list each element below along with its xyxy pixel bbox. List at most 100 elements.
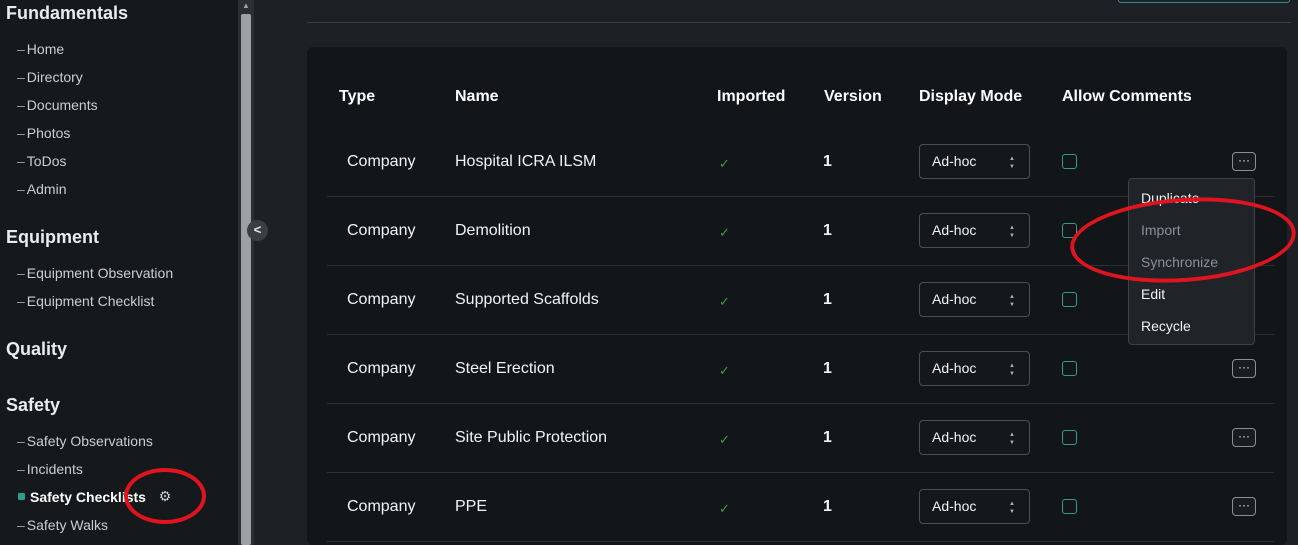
active-indicator: [18, 493, 25, 500]
row-actions-menu: Duplicate Import Synchronize Edit Recycl…: [1128, 178, 1255, 345]
chevron-up-down-icon: ▲ ▼: [1009, 501, 1015, 515]
chevron-up-down-icon: ▲ ▼: [1009, 432, 1015, 446]
more-actions-button[interactable]: ···: [1232, 428, 1256, 447]
display-mode-select[interactable]: Ad-hoc ▲ ▼: [919, 489, 1030, 524]
row-divider: [327, 403, 1274, 404]
allow-comments-checkbox[interactable]: [1062, 292, 1077, 307]
allow-comments-checkbox[interactable]: [1062, 223, 1077, 238]
section-title-quality[interactable]: Quality: [6, 339, 68, 359]
imported-check-icon: ✓: [719, 501, 730, 516]
row-type: Company: [347, 429, 416, 446]
sidebar-item-safety-observations[interactable]: – Safety Observations: [17, 433, 153, 449]
sidebar-item-label: Safety Walks: [26, 517, 108, 533]
top-action-button[interactable]: [1118, 0, 1290, 3]
sidebar: Fundamentals – Home – Directory – Documents…: [0, 0, 238, 545]
row-version: 1: [823, 153, 832, 170]
sidebar-item-label: ToDos: [26, 153, 67, 169]
row-version: 1: [823, 360, 832, 377]
section-title-fundamentals: Fundamentals: [6, 3, 129, 23]
sidebar-item-safety-checklists[interactable]: Safety Checklists: [30, 489, 146, 505]
more-actions-button[interactable]: ···: [1232, 497, 1256, 516]
display-mode-value: Ad-hoc: [932, 291, 977, 307]
chevron-up-down-icon: ▲ ▼: [1009, 294, 1015, 308]
imported-check-icon: ✓: [719, 363, 730, 378]
display-mode-select[interactable]: Ad-hoc ▲ ▼: [919, 144, 1030, 179]
column-header-allow-comments: Allow Comments: [1062, 88, 1192, 105]
menu-item-edit[interactable]: Edit: [1141, 286, 1166, 302]
column-header-imported: Imported: [717, 88, 786, 105]
column-header-type: Type: [339, 88, 376, 105]
display-mode-value: Ad-hoc: [932, 153, 977, 169]
row-type: Company: [347, 360, 416, 377]
display-mode-value: Ad-hoc: [932, 429, 977, 445]
sidebar-item-label: Equipment Checklist: [26, 293, 155, 309]
sidebar-item-label: Photos: [26, 125, 71, 141]
row-divider: [327, 334, 1274, 335]
row-name[interactable]: Demolition: [455, 222, 531, 239]
row-divider: [327, 265, 1274, 266]
section-title-safety: Safety: [6, 395, 61, 415]
display-mode-select[interactable]: Ad-hoc ▲ ▼: [919, 351, 1030, 386]
sidebar-item-label: Home: [26, 41, 65, 57]
row-name[interactable]: Steel Erection: [455, 360, 555, 377]
row-version: 1: [823, 429, 832, 446]
chevron-up-down-icon: ▲ ▼: [1009, 156, 1015, 170]
gear-icon[interactable]: ⚙: [158, 488, 172, 504]
display-mode-value: Ad-hoc: [932, 222, 977, 238]
scrollbar-thumb[interactable]: [241, 14, 251, 545]
column-header-name: Name: [455, 88, 499, 105]
sidebar-item-label: Admin: [26, 181, 67, 197]
sidebar-item-label: Incidents: [26, 461, 83, 477]
sidebar-item-label: Documents: [26, 97, 98, 113]
sidebar-item-directory[interactable]: – Directory: [17, 69, 83, 85]
menu-item-import: Import: [1141, 222, 1181, 238]
row-name[interactable]: Site Public Protection: [455, 429, 608, 446]
sidebar-item-equipment-observation[interactable]: – Equipment Observation: [17, 265, 174, 281]
row-name[interactable]: PPE: [455, 498, 488, 515]
allow-comments-checkbox[interactable]: [1062, 361, 1077, 376]
row-name[interactable]: Hospital ICRA ILSM: [455, 153, 597, 170]
row-divider: [327, 541, 1274, 542]
sidebar-item-todos[interactable]: – ToDos: [17, 153, 67, 169]
row-divider: [327, 472, 1274, 473]
section-title-equipment: Equipment: [6, 227, 99, 247]
more-actions-button[interactable]: ···: [1232, 152, 1256, 171]
sidebar-item-photos[interactable]: – Photos: [17, 125, 71, 141]
sidebar-item-label: Safety Checklists: [30, 489, 146, 505]
scroll-up-arrow-icon[interactable]: ▲: [242, 1, 250, 10]
display-mode-value: Ad-hoc: [932, 498, 977, 514]
sidebar-item-safety-walks[interactable]: – Safety Walks: [17, 517, 108, 533]
row-type: Company: [347, 222, 416, 239]
collapse-sidebar-button[interactable]: <: [247, 220, 268, 241]
row-type: Company: [347, 153, 416, 170]
row-version: 1: [823, 222, 832, 239]
sidebar-item-admin[interactable]: – Admin: [17, 181, 67, 197]
menu-item-recycle[interactable]: Recycle: [1141, 318, 1191, 334]
menu-item-duplicate[interactable]: Duplicate: [1141, 190, 1200, 206]
sidebar-item-label: Safety Observations: [26, 433, 153, 449]
sidebar-item-label: Directory: [26, 69, 83, 85]
column-header-version: Version: [824, 88, 882, 105]
menu-item-synchronize: Synchronize: [1141, 254, 1219, 270]
sidebar-item-incidents[interactable]: – Incidents: [17, 461, 83, 477]
sidebar-item-label: Equipment Observation: [26, 265, 174, 281]
allow-comments-checkbox[interactable]: [1062, 430, 1077, 445]
display-mode-select[interactable]: Ad-hoc ▲ ▼: [919, 420, 1030, 455]
allow-comments-checkbox[interactable]: [1062, 499, 1077, 514]
sidebar-item-home[interactable]: – Home: [17, 41, 65, 57]
imported-check-icon: ✓: [719, 225, 730, 240]
more-actions-button[interactable]: ···: [1232, 359, 1256, 378]
row-name[interactable]: Supported Scaffolds: [455, 291, 599, 308]
sidebar-item-documents[interactable]: – Documents: [17, 97, 98, 113]
display-mode-select[interactable]: Ad-hoc ▲ ▼: [919, 282, 1030, 317]
row-version: 1: [823, 498, 832, 515]
row-type: Company: [347, 498, 416, 515]
row-version: 1: [823, 291, 832, 308]
allow-comments-checkbox[interactable]: [1062, 154, 1077, 169]
sidebar-item-equipment-checklist[interactable]: – Equipment Checklist: [17, 293, 155, 309]
display-mode-select[interactable]: Ad-hoc ▲ ▼: [919, 213, 1030, 248]
display-mode-value: Ad-hoc: [932, 360, 977, 376]
row-type: Company: [347, 291, 416, 308]
imported-check-icon: ✓: [719, 432, 730, 447]
column-header-display-mode: Display Mode: [919, 88, 1023, 105]
